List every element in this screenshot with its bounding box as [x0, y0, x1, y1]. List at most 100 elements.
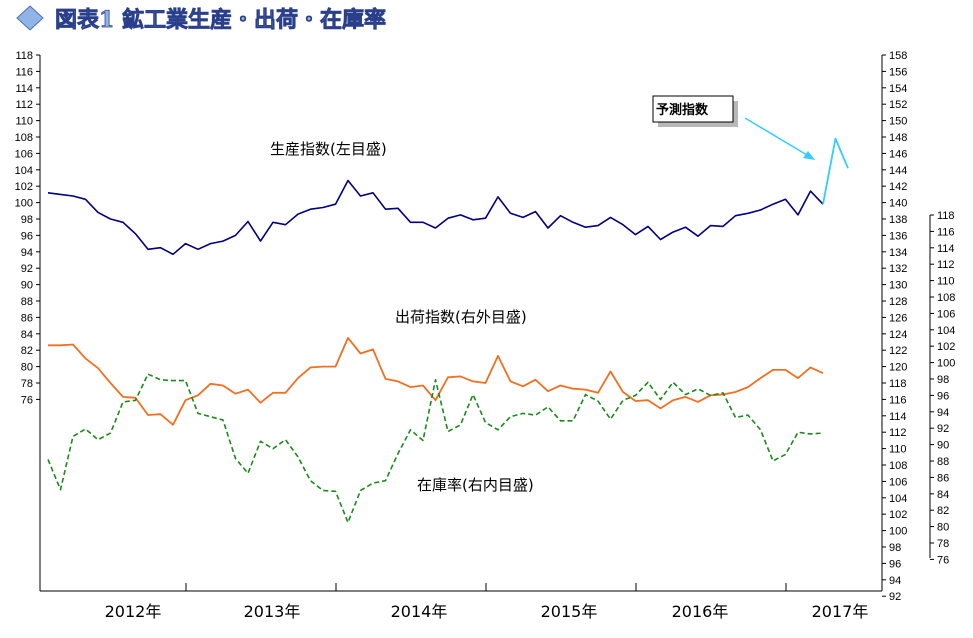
right-outer-tick-label: 154: [889, 83, 907, 95]
right-outer-tick-label: 148: [889, 132, 907, 144]
series-layer: [47, 137, 849, 524]
right-inner-tick-label: 114: [937, 243, 955, 255]
right-outer-tick-label: 134: [889, 247, 907, 259]
left-tick-label: 86: [21, 312, 33, 324]
right-outer-tick-label: 100: [889, 526, 907, 538]
left-tick-label: 110: [15, 116, 33, 128]
right-outer-axis-ticks: 92 94 96 98 100 102 104 106 108 110 112 114 116 118 12…: [882, 50, 907, 603]
right-outer-tick-label: 158: [889, 50, 907, 62]
right-outer-tick-label: 96: [889, 558, 901, 570]
right-outer-tick-label: 124: [889, 329, 907, 341]
right-outer-tick-label: 152: [889, 99, 907, 111]
right-inner-tick-label: 102: [937, 341, 955, 353]
right-inner-tick-label: 116: [937, 226, 955, 238]
right-outer-tick-label: 142: [889, 181, 907, 193]
x-tick-label: 2014年: [391, 602, 448, 621]
right-outer-tick-label: 146: [889, 148, 907, 160]
x-tick-label: 2012年: [105, 602, 162, 621]
right-outer-tick-label: 106: [889, 476, 907, 488]
right-inner-tick-label: 100: [937, 358, 955, 370]
right-inner-tick-label: 88: [937, 456, 949, 468]
left-tick-label: 88: [21, 296, 33, 308]
shipment-annotation: 出荷指数(右外目盛): [395, 308, 527, 326]
right-inner-tick-label: 78: [937, 538, 949, 550]
left-tick-label: 94: [21, 247, 33, 259]
right-outer-tick-label: 94: [889, 575, 901, 587]
right-inner-tick-label: 106: [937, 308, 955, 320]
x-tick-label: 2015年: [541, 602, 598, 621]
left-tick-label: 90: [21, 280, 33, 292]
inventory-annotation: 在庫率(右内目盛): [417, 476, 534, 494]
callout-box: [652, 95, 734, 123]
left-tick-label: 78: [21, 378, 33, 390]
right-inner-tick-label: 118: [937, 210, 955, 222]
left-tick-label: 112: [15, 99, 33, 111]
right-inner-tick-label: 90: [937, 440, 949, 452]
right-inner-tick-label: 96: [937, 390, 949, 402]
right-outer-tick-label: 108: [889, 460, 907, 472]
right-outer-tick-label: 150: [889, 116, 907, 128]
right-outer-tick-label: 112: [889, 427, 907, 439]
right-inner-tick-label: 112: [937, 259, 955, 271]
right-outer-tick-label: 92: [889, 591, 901, 603]
left-tick-label: 118: [15, 50, 33, 62]
inventory-line: [47, 373, 824, 524]
diamond-icon: [16, 5, 44, 31]
left-tick-label: 106: [15, 148, 33, 160]
right-outer-tick-label: 126: [889, 312, 907, 324]
callout-arrowhead: [803, 151, 815, 160]
right-inner-tick-label: 82: [937, 505, 949, 517]
left-tick-label: 80: [21, 362, 33, 374]
axes: 76 78 80 82 84 86 88 90 92 94 96 98 100 102 104 106 108 1…: [15, 50, 956, 621]
right-inner-tick-label: 76: [937, 554, 949, 566]
right-inner-tick-label: 80: [937, 522, 949, 534]
forecast-line: [822, 137, 849, 205]
right-inner-axis-ticks: 76 78 80 82 84 86 88 90 92 94 96 98 100 102 104 106 108 1…: [930, 210, 955, 566]
right-outer-tick-label: 130: [889, 280, 907, 292]
x-tick-label: 2016年: [672, 602, 729, 621]
left-tick-label: 116: [15, 66, 33, 78]
right-outer-tick-label: 138: [889, 214, 907, 226]
right-outer-tick-label: 118: [889, 378, 907, 390]
right-outer-tick-label: 116: [889, 394, 907, 406]
right-outer-tick-label: 132: [889, 263, 907, 275]
left-tick-label: 100: [15, 198, 33, 210]
left-tick-label: 114: [15, 83, 33, 95]
left-tick-label: 108: [15, 132, 33, 144]
left-tick-label: 98: [21, 214, 33, 226]
right-outer-tick-label: 144: [889, 165, 907, 177]
right-inner-tick-label: 98: [937, 374, 949, 386]
x-tick-label: 2017年: [812, 602, 869, 621]
right-outer-tick-label: 98: [889, 542, 901, 554]
right-outer-tick-label: 102: [889, 509, 907, 521]
left-tick-label: 82: [21, 345, 33, 357]
left-tick-label: 92: [21, 263, 33, 275]
left-tick-label: 76: [21, 394, 33, 406]
callout-label: 予測指数: [656, 102, 709, 118]
callout-arrow: [744, 117, 813, 159]
left-axis-ticks: 76 78 80 82 84 86 88 90 92 94 96 98 100 102 104 106 108 1…: [15, 50, 40, 406]
forecast-callout: 予測指数: [652, 95, 815, 160]
right-inner-tick-label: 86: [937, 472, 949, 484]
right-outer-tick-label: 156: [889, 66, 907, 78]
shipment-line: [48, 336, 824, 426]
left-tick-label: 84: [21, 329, 33, 341]
production-line: [47, 179, 824, 256]
right-outer-tick-label: 128: [889, 296, 907, 308]
x-tick-label: 2013年: [244, 602, 301, 621]
right-outer-tick-label: 140: [889, 198, 907, 210]
right-outer-tick-label: 120: [889, 362, 907, 374]
right-inner-tick-label: 104: [937, 325, 955, 337]
production-annotation: 生産指数(左目盛): [270, 140, 387, 158]
right-inner-tick-label: 110: [937, 276, 955, 288]
title-group: 図表1 鉱工業生産・出荷・在庫率: [16, 5, 386, 33]
x-axis-ticks: 2012年 2013年 2014年 2015年 2016年 2017年: [39, 583, 869, 621]
left-tick-label: 104: [15, 165, 33, 177]
right-outer-tick-label: 114: [889, 411, 907, 423]
right-outer-tick-label: 136: [889, 230, 907, 242]
right-inner-tick-label: 84: [937, 489, 949, 501]
right-inner-tick-label: 108: [937, 292, 955, 304]
right-inner-tick-label: 92: [937, 423, 949, 435]
right-outer-tick-label: 122: [889, 345, 907, 357]
